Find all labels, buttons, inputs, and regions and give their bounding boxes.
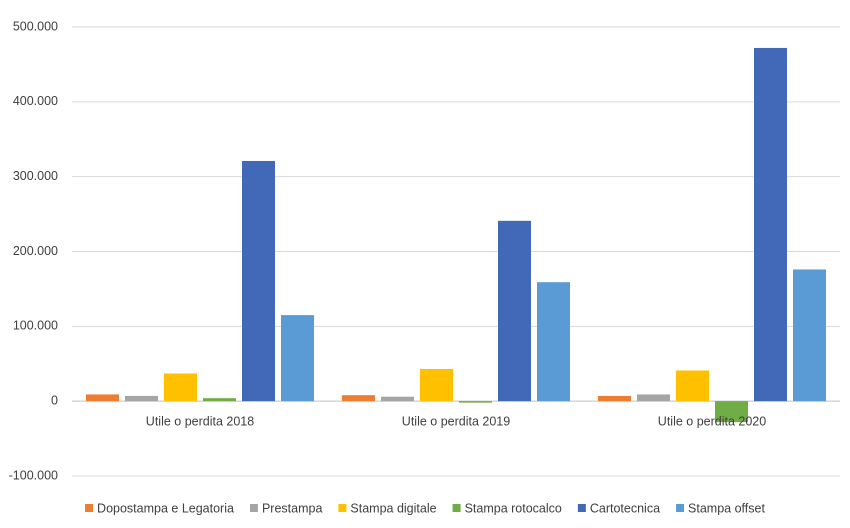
bar: [203, 398, 236, 402]
x-tick-label: Utile o perdita 2018: [146, 414, 254, 428]
bar: [342, 395, 375, 402]
legend-label: Stampa digitale: [350, 501, 436, 515]
legend-swatch: [85, 504, 94, 512]
legend-label: Prestampa: [262, 501, 322, 515]
bar: [598, 395, 631, 402]
bar: [637, 394, 670, 402]
legend-swatch: [676, 504, 685, 512]
legend-swatch: [577, 504, 586, 512]
legend-label: Cartotecnica: [590, 501, 660, 515]
bar: [125, 395, 158, 402]
bar: [715, 401, 748, 423]
legend-label: Dopostampa e Legatoria: [97, 501, 234, 515]
legend-swatch: [452, 504, 461, 512]
x-tick-label: Utile o perdita 2019: [402, 414, 510, 428]
legend-swatch: [338, 504, 347, 512]
y-tick-label: 100.000: [13, 319, 58, 333]
bar: [420, 368, 453, 402]
y-tick-label: 200.000: [13, 244, 58, 258]
y-tick-label: -100.000: [9, 468, 58, 482]
legend-label: Stampa offset: [688, 501, 765, 515]
bar: [498, 220, 531, 402]
bar: [754, 47, 787, 402]
bar: [242, 160, 275, 402]
bar: [793, 269, 826, 402]
bar: [281, 315, 314, 402]
y-tick-label: 400.000: [13, 94, 58, 108]
bar: [537, 282, 570, 402]
bar: [676, 370, 709, 402]
legend-label: Stampa rotocalco: [465, 501, 562, 515]
bar: [459, 401, 492, 403]
bar: [381, 396, 414, 402]
x-tick-label: Utile o perdita 2020: [658, 414, 766, 428]
y-tick-label: 300.000: [13, 169, 58, 183]
bar: [86, 394, 119, 402]
y-tick-label: 500.000: [13, 19, 58, 33]
y-tick-label: 0: [51, 393, 58, 407]
bar: [164, 373, 197, 402]
legend-swatch: [249, 504, 258, 512]
